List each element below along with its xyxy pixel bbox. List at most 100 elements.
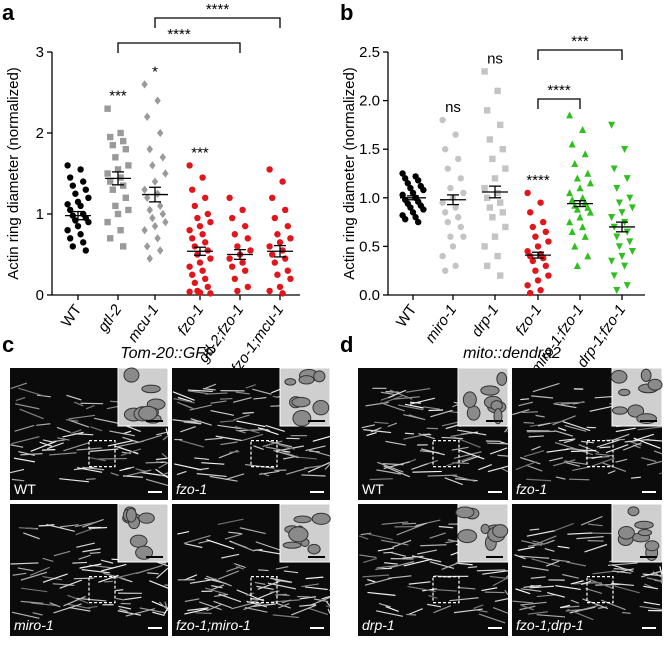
data-point xyxy=(202,275,209,282)
image-texture xyxy=(119,608,128,613)
image-texture xyxy=(173,397,195,404)
dashed-box xyxy=(432,440,460,468)
inset-texture xyxy=(496,372,508,386)
image-texture xyxy=(224,533,243,540)
image-texture xyxy=(387,575,412,579)
data-point xyxy=(420,186,427,194)
image-texture xyxy=(187,390,209,395)
image-texture xyxy=(70,429,82,435)
panel-label: b xyxy=(340,0,353,25)
image-texture xyxy=(187,607,209,612)
image-texture xyxy=(614,585,640,594)
image-texture xyxy=(370,427,382,433)
image-texture xyxy=(529,528,540,531)
data-point xyxy=(571,159,579,167)
data-point xyxy=(610,272,618,280)
image-texture xyxy=(404,432,415,435)
data-point xyxy=(191,243,198,250)
image-texture xyxy=(100,559,114,564)
image-texture xyxy=(607,470,616,475)
image-texture xyxy=(18,450,35,457)
image-texture xyxy=(74,401,84,407)
data-point xyxy=(114,210,122,218)
data-point xyxy=(284,267,291,274)
image-texture xyxy=(117,610,142,616)
data-point xyxy=(484,107,491,114)
image-texture xyxy=(89,448,119,452)
image-texture xyxy=(13,457,35,463)
image-texture xyxy=(327,608,331,614)
image-texture xyxy=(270,577,293,583)
data-point xyxy=(537,199,544,206)
data-point xyxy=(274,271,281,278)
data-point xyxy=(407,184,414,192)
inset-texture xyxy=(307,543,321,555)
image-texture xyxy=(68,414,96,420)
data-point xyxy=(207,255,214,262)
significance-label: *** xyxy=(191,144,209,161)
data-point xyxy=(497,199,504,206)
image-texture xyxy=(570,580,584,585)
image-texture xyxy=(555,476,566,480)
micrograph-tile: miro-1 xyxy=(10,503,169,636)
data-point xyxy=(77,166,84,173)
data-point xyxy=(534,243,542,250)
image-texture xyxy=(121,451,132,455)
data-point xyxy=(159,209,166,219)
image-texture xyxy=(283,570,299,574)
data-point xyxy=(444,165,451,172)
image-texture xyxy=(244,606,268,613)
image-texture xyxy=(383,465,411,478)
data-point xyxy=(67,235,74,242)
dashed-box xyxy=(586,575,614,604)
data-point xyxy=(420,206,427,213)
data-point xyxy=(64,227,71,234)
data-point xyxy=(67,206,74,214)
image-texture xyxy=(17,567,34,572)
data-point xyxy=(481,243,488,250)
data-point xyxy=(439,116,446,124)
image-texture xyxy=(176,401,196,410)
image-texture xyxy=(165,428,169,436)
y-tick-label: 0.0 xyxy=(359,287,380,304)
tile-label: fzo-1 xyxy=(516,481,547,497)
image-texture xyxy=(393,396,420,400)
data-point xyxy=(566,189,574,197)
data-point xyxy=(69,182,77,189)
significance-label: * xyxy=(152,63,158,80)
data-point xyxy=(415,218,422,226)
image-texture xyxy=(361,424,375,429)
data-point xyxy=(608,121,616,129)
data-point xyxy=(112,154,119,161)
data-point xyxy=(149,213,156,223)
data-point xyxy=(399,170,406,177)
y-tick-label: 1.0 xyxy=(359,190,380,207)
data-point xyxy=(576,213,584,221)
data-point xyxy=(279,178,286,185)
image-texture xyxy=(453,608,483,614)
data-point xyxy=(439,199,446,206)
image-texture xyxy=(567,608,594,621)
image-texture xyxy=(414,522,427,527)
inset-texture xyxy=(311,512,331,525)
image-texture xyxy=(305,576,324,580)
image-texture xyxy=(66,394,82,401)
data-point xyxy=(64,201,71,208)
image-texture xyxy=(152,611,165,617)
image-texture xyxy=(396,523,425,536)
comparison-label: **** xyxy=(167,26,191,43)
image-texture xyxy=(196,472,227,478)
image-texture xyxy=(122,475,143,478)
image-texture xyxy=(11,478,25,482)
data-point xyxy=(266,243,273,250)
data-point xyxy=(481,184,488,192)
data-point xyxy=(74,222,82,230)
data-point xyxy=(484,194,491,201)
inset-texture xyxy=(292,410,312,427)
image-texture xyxy=(219,397,233,400)
data-point xyxy=(449,243,457,250)
image-texture xyxy=(32,612,43,616)
data-point xyxy=(122,194,129,201)
inset-texture xyxy=(312,400,330,416)
image-texture xyxy=(467,566,478,569)
